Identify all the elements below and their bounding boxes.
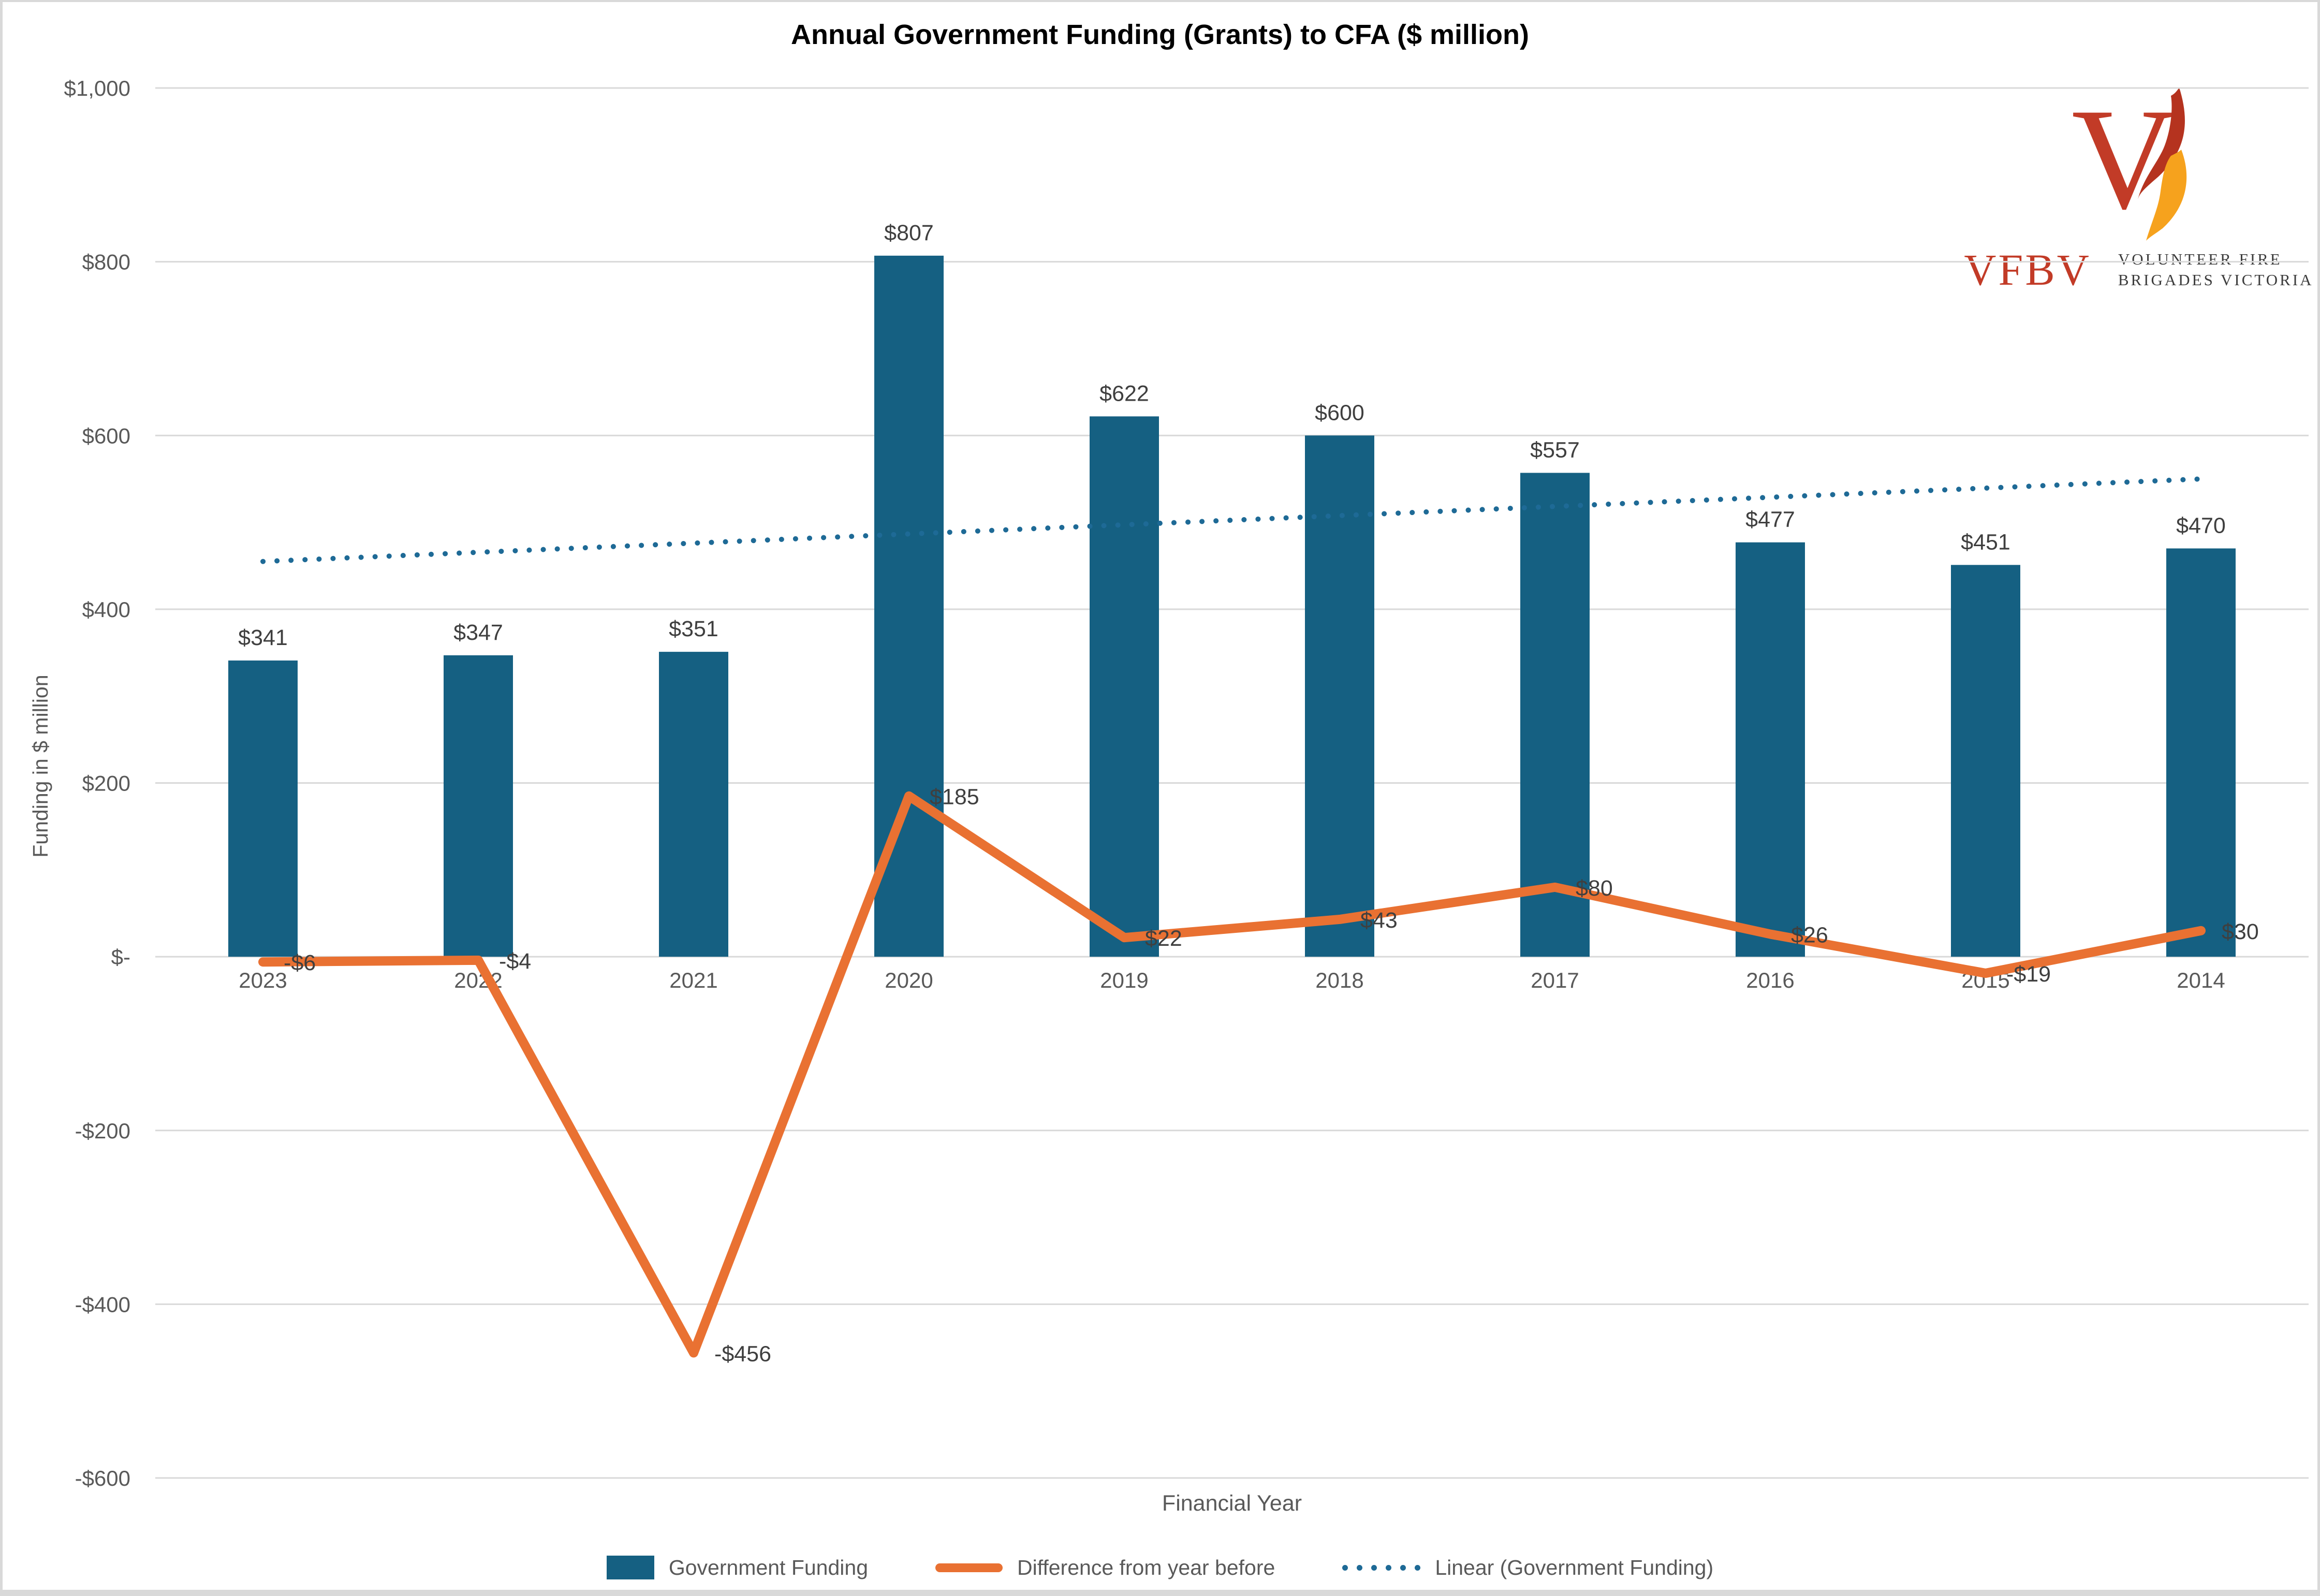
y-axis-tick-label: -$400 <box>75 1292 130 1316</box>
x-axis-tick-label: 2016 <box>1746 968 1794 992</box>
x-axis-tick-label: 2023 <box>239 968 287 992</box>
line-value-label: -$456 <box>714 1341 771 1366</box>
chart-legend: Government Funding Difference from year … <box>0 1547 2320 1588</box>
x-axis-tick-label: 2021 <box>669 968 717 992</box>
legend-label: Government Funding <box>668 1555 868 1579</box>
y-axis-tick-label: $400 <box>82 597 130 622</box>
line-value-label: $185 <box>930 785 979 810</box>
bar <box>1305 435 1374 957</box>
logo-flame-orange <box>2146 150 2187 241</box>
bar <box>1090 416 1159 957</box>
logo-name-line2: BRIGADES VICTORIA <box>2118 271 2314 289</box>
legend-label: Difference from year before <box>1017 1555 1275 1579</box>
legend-label: Linear (Government Funding) <box>1435 1555 1714 1579</box>
bar-value-label: $470 <box>2176 513 2226 538</box>
line-value-label: $26 <box>1791 923 1828 947</box>
y-axis-tick-label: $800 <box>82 250 130 274</box>
bar <box>2166 548 2236 957</box>
trendline-swatch <box>1342 1564 1421 1571</box>
window-border-right <box>2317 0 2320 1596</box>
trendline <box>260 476 2204 564</box>
y-axis-title: Funding in $ million <box>28 675 52 857</box>
bar-value-label: $351 <box>669 617 718 641</box>
bar-value-label: $807 <box>884 221 934 245</box>
logo-name-line1: VOLUNTEER FIRE <box>2118 250 2282 268</box>
bar-value-label: $347 <box>453 620 503 645</box>
legend-item-government-funding: Government Funding <box>606 1555 868 1580</box>
x-axis-tick-label: 2018 <box>1315 968 1363 992</box>
y-axis-tick-label: $1,000 <box>64 76 130 100</box>
bar <box>228 660 298 957</box>
x-axis-title: Financial Year <box>1162 1491 1302 1516</box>
line-value-label: $80 <box>1576 876 1613 901</box>
bar-value-label: $622 <box>1099 381 1149 406</box>
line-value-label: $43 <box>1360 908 1398 933</box>
y-axis-tick-label: $- <box>111 945 130 969</box>
line-value-label: -$19 <box>2006 962 2051 987</box>
flame-v-icon: V <box>2072 85 2187 241</box>
bar-value-label: $600 <box>1315 400 1364 425</box>
line-series-swatch <box>935 1563 1003 1572</box>
line-value-label: $22 <box>1145 926 1182 951</box>
chart-title: Annual Government Funding (Grants) to CF… <box>791 19 1529 50</box>
x-axis-tick-label: 2017 <box>1531 968 1579 992</box>
bar-value-label: $341 <box>238 625 288 650</box>
line-value-label: $30 <box>2222 919 2259 944</box>
bar <box>659 652 728 957</box>
bar <box>444 655 513 957</box>
legend-item-difference: Difference from year before <box>935 1556 1275 1580</box>
line-value-label: -$6 <box>284 950 316 975</box>
bar <box>1951 565 2020 957</box>
vfbv-logo: V VFBV VOLUNTEER FIRE BRIGADES VICTORIA <box>1964 85 2311 296</box>
bar-value-label: $557 <box>1530 437 1580 462</box>
logo-name: VOLUNTEER FIRE BRIGADES VICTORIA <box>2118 249 2314 290</box>
logo-flame-dark <box>2138 87 2185 199</box>
y-axis-tick-label: $200 <box>82 771 130 796</box>
x-axis-tick-label: 2019 <box>1100 968 1148 992</box>
legend-item-linear-trend: Linear (Government Funding) <box>1342 1556 1713 1580</box>
x-axis-tick-label: 2014 <box>2177 968 2225 992</box>
bar <box>1736 542 1805 957</box>
y-axis-tick-label: -$200 <box>75 1119 130 1143</box>
bar-value-label: $477 <box>1745 507 1795 532</box>
logo-abbr: VFBV <box>1964 245 2091 295</box>
x-axis-tick-label: 2020 <box>885 968 933 992</box>
bar-series-swatch <box>606 1556 654 1579</box>
line-value-label: -$4 <box>499 949 531 974</box>
window-border-left <box>0 0 3 1596</box>
bar <box>874 255 944 957</box>
y-axis-tick-label: $600 <box>82 423 130 448</box>
window-border-top <box>0 0 2320 2</box>
bar <box>1520 473 1590 957</box>
difference-line <box>258 791 2206 1358</box>
y-axis-tick-label: -$600 <box>75 1466 130 1490</box>
bar-value-label: $451 <box>1961 530 2010 554</box>
window-border-bottom <box>0 1590 2320 1596</box>
